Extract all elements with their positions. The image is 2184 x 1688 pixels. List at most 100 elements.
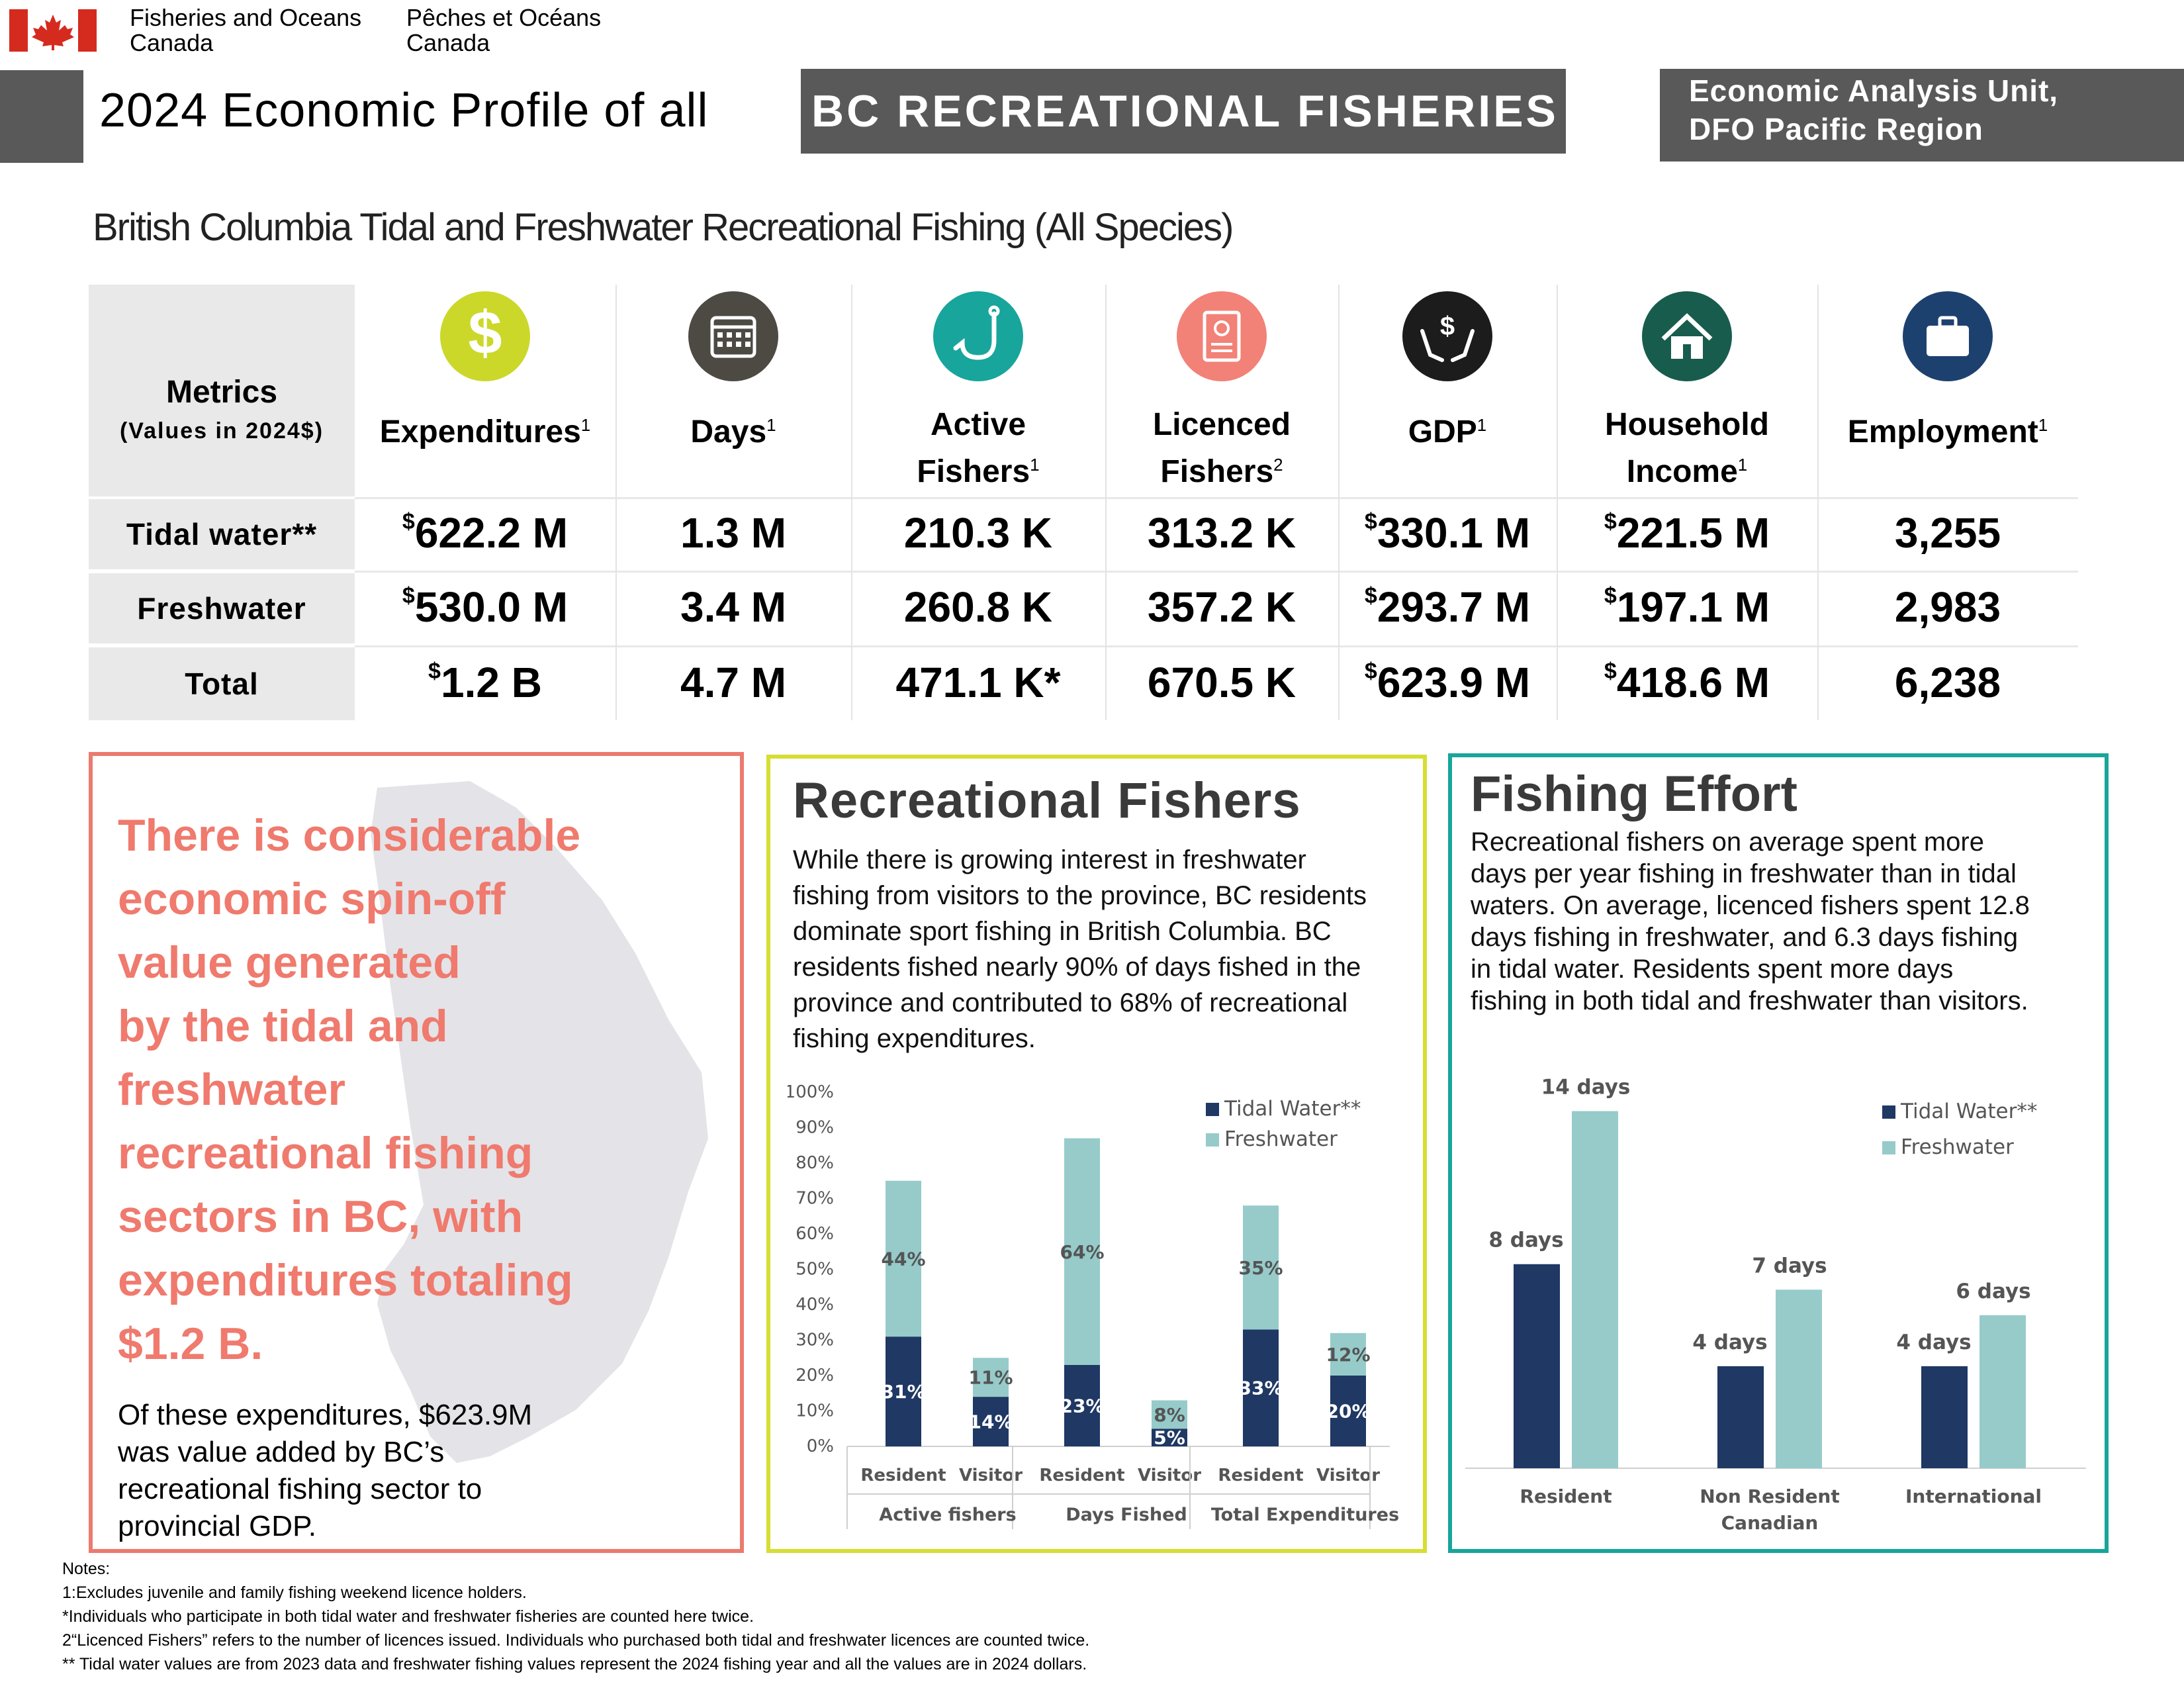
column-header: Household Income1 — [1557, 405, 1817, 492]
column-header-label-2: Fishers — [1160, 454, 1274, 489]
data-label-freshwater: 12% — [1326, 1344, 1370, 1366]
metrics-title: Metrics — [165, 375, 278, 410]
bar-freshwater — [1064, 1138, 1100, 1365]
footnote-line: ** Tidal water values are from 2023 data… — [62, 1655, 1087, 1673]
footnotes: Notes: 1:Excludes juvenile and family fis… — [62, 1557, 1089, 1676]
recreational-fishers-text-line: dominate sport fishing in British Columb… — [793, 917, 1332, 946]
footnote-line: 2“Licenced Fishers” refers to the number… — [62, 1631, 1090, 1650]
table-divider — [355, 645, 2078, 647]
table-cell-value: 3.4 M — [680, 583, 787, 631]
licence-certificate-icon — [1177, 291, 1267, 381]
data-label-freshwater: 11% — [968, 1367, 1013, 1389]
column-header-footnote: 1 — [1477, 415, 1487, 435]
table-cell: 3,255 — [1817, 508, 2078, 557]
row-label-tidal: Tidal water** — [89, 499, 355, 569]
table-cell: $293.7 M — [1338, 583, 1557, 632]
table-cell: 3.4 M — [615, 583, 851, 632]
bar-freshwater — [1152, 1400, 1187, 1429]
fishing-effort-text-line: waters. On average, licenced fishers spe… — [1471, 891, 2030, 920]
spinoff-headline: There is considerable economic spin-off va… — [118, 804, 647, 1376]
table-cell-value: 2,983 — [1894, 583, 2001, 631]
table-divider — [355, 571, 2078, 573]
dollar-icon: $ — [440, 291, 530, 381]
table-cell: 1.3 M — [615, 508, 851, 557]
table-cell: $622.2 M — [355, 508, 615, 557]
x-tick-label: Canadian — [1721, 1512, 1819, 1534]
metrics-header-cell — [89, 285, 355, 496]
currency-symbol: $ — [1364, 509, 1377, 534]
spinoff-body-line: Of these expenditures, $623.9M — [118, 1399, 533, 1431]
column-separator — [1817, 285, 1819, 720]
footnote-line: *Individuals who participate in both tid… — [62, 1607, 754, 1626]
spinoff-headline-line: freshwater — [118, 1064, 345, 1115]
table-cell-value: 293.7 M — [1377, 583, 1531, 631]
table-cell: $530.0 M — [355, 583, 615, 632]
recreational-fishers-text-line: fishing from visitors to the province, B… — [793, 881, 1367, 910]
spinoff-headline-line: expenditures totaling — [118, 1255, 573, 1305]
recreational-fishers-text-line: province and contributed to 68% of recre… — [793, 988, 1348, 1017]
fishing-effort-text-line: fishing in both tidal and freshwater tha… — [1471, 986, 2028, 1015]
unit-line-2: DFO Pacific Region — [1689, 112, 1983, 146]
table-cell-value: 4.7 M — [680, 659, 787, 706]
spinoff-headline-line: by the tidal and — [118, 1001, 448, 1051]
y-tick-label: 10% — [796, 1401, 834, 1421]
recreational-fishers-title: Recreational Fishers — [793, 773, 1301, 829]
footnote-line: Notes: — [62, 1560, 111, 1578]
column-header-footnote: 2 — [1273, 455, 1283, 475]
spinoff-panel — [89, 752, 744, 1553]
column-header: Expenditures1 — [355, 405, 615, 452]
table-cell-value: 260.8 K — [903, 583, 1053, 631]
column-header-footnote: 1 — [1737, 455, 1748, 475]
spinoff-headline-line: recreational fishing — [118, 1128, 533, 1178]
table-cell: 4.7 M — [615, 658, 851, 707]
briefcase-icon — [1903, 291, 1993, 381]
svg-text:$: $ — [1440, 312, 1455, 341]
spinoff-headline-line: economic spin-off — [118, 874, 506, 924]
spinoff-body-line: provincial GDP. — [118, 1510, 316, 1542]
table-cell: $1.2 B — [355, 658, 615, 707]
spinoff-headline-line: There is considerable — [118, 810, 581, 861]
currency-symbol: $ — [1604, 583, 1617, 608]
fishing-effort-title: Fishing Effort — [1471, 766, 1797, 822]
header-grey-tab — [0, 70, 83, 163]
page-title-highlight: BC RECREATIONAL FISHERIES — [801, 69, 1566, 154]
table-cell: 6,238 — [1817, 658, 2078, 707]
legend-swatch — [1206, 1103, 1219, 1116]
house-icon — [1642, 291, 1732, 381]
table-cell-value: 623.9 M — [1377, 659, 1531, 706]
column-header: GDP1 — [1338, 405, 1557, 452]
table-cell-value: 670.5 K — [1147, 659, 1297, 706]
recreational-fishers-chart: 0% 10% 20% 30% 40% 50% 60% 70% 80% 90% 100% 31% 44% R… — [788, 1082, 1399, 1529]
column-header-footnote: 1 — [2038, 415, 2048, 435]
table-cell-value: 418.6 M — [1616, 659, 1770, 706]
table-cell: 260.8 K — [851, 583, 1105, 632]
data-label-tidal: 23% — [1060, 1395, 1104, 1417]
data-label-freshwater: 8% — [1154, 1404, 1185, 1426]
table-cell: 471.1 K* — [851, 658, 1105, 707]
y-tick-label: 30% — [796, 1331, 834, 1350]
table-cell-value: 3,255 — [1894, 509, 2001, 557]
x-tick-label: Non Resident — [1700, 1485, 1840, 1507]
data-label-freshwater: 14 days — [1541, 1076, 1631, 1100]
data-label-tidal: 4 days — [1896, 1331, 1971, 1354]
fishhook-icon — [933, 291, 1023, 381]
bar-freshwater — [1330, 1333, 1366, 1376]
row-label-freshwater: Freshwater — [89, 573, 355, 643]
column-header-label-2: Income — [1626, 454, 1738, 489]
table-cell: $418.6 M — [1557, 658, 1817, 707]
column-header: Licenced Fishers2 — [1105, 405, 1338, 492]
fishing-effort-text-line: Recreational fishers on average spent mo… — [1471, 827, 1984, 857]
legend-label: Tidal Water** — [1900, 1100, 2037, 1123]
spinoff-headline-line: $1.2 B. — [118, 1319, 263, 1369]
column-header-label: Expenditures — [379, 414, 581, 449]
calendar-icon — [688, 291, 778, 381]
fishing-effort-text: Recreational fishers on average spent mo… — [1471, 826, 2099, 1017]
y-tick-label: 90% — [796, 1118, 834, 1138]
column-header: Active Fishers1 — [851, 405, 1105, 492]
x-tick-label: Resident — [1039, 1466, 1124, 1485]
currency-symbol: $ — [402, 583, 415, 608]
column-header-footnote: 1 — [580, 415, 591, 435]
bar-tidal — [1152, 1429, 1187, 1446]
x-tick-label: Visitor — [1138, 1466, 1201, 1485]
spinoff-body-line: was value added by BC’s — [118, 1436, 445, 1468]
